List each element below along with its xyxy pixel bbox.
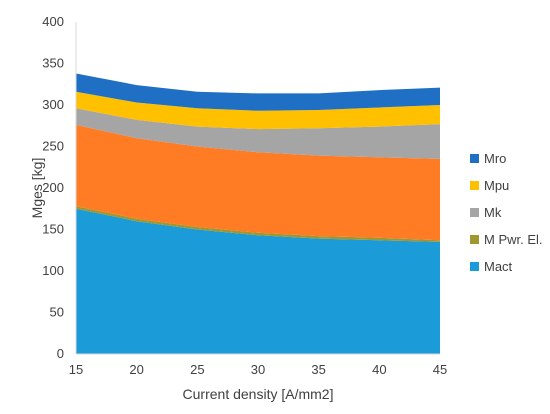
x-tick-label: 35 — [311, 362, 325, 377]
legend-swatch — [470, 181, 479, 190]
axes-group — [75, 22, 440, 355]
legend-swatch — [470, 262, 479, 271]
area-mro — [76, 91, 440, 130]
legend-label: Mpu — [484, 178, 509, 193]
y-tick-label: 50 — [50, 305, 64, 320]
y-tick-label: 150 — [42, 222, 64, 237]
y-tick-label: 100 — [42, 263, 64, 278]
legend-label: M Pwr. El. — [484, 232, 543, 247]
y-tick-label: 250 — [42, 139, 64, 154]
y-tick-label: 350 — [42, 56, 64, 71]
legend-swatch — [470, 154, 479, 163]
y-tick-label: 0 — [57, 346, 64, 361]
tick-labels-group: 15 20 25 30 35 40 45 0 50 100 150 200 250 300 350 400 — [42, 14, 447, 377]
legend-label: Mk — [484, 205, 502, 220]
legend-swatch — [470, 235, 479, 244]
x-axis-title: Current density [A/mm2] — [183, 386, 334, 402]
x-tick-label: 45 — [433, 362, 447, 377]
legend: Mro Mpu Mk M Pwr. El. Mact — [470, 151, 543, 274]
area-mro-top — [76, 73, 440, 111]
area-mk — [76, 124, 440, 241]
y-axis-title: Mges [kg] — [29, 158, 45, 219]
x-tick-label: 15 — [69, 362, 83, 377]
area-mact — [76, 208, 440, 354]
area-m-pwr-el- — [76, 206, 440, 242]
x-tick-label: 20 — [129, 362, 143, 377]
area-mpu — [76, 108, 440, 159]
x-tick-label: 30 — [251, 362, 265, 377]
y-tick-label: 200 — [42, 180, 64, 195]
x-tick-label: 25 — [190, 362, 204, 377]
y-tick-label: 300 — [42, 97, 64, 112]
area-series-group — [76, 73, 440, 354]
x-tick-label: 40 — [372, 362, 386, 377]
legend-swatch — [470, 208, 479, 217]
legend-label: Mro — [484, 151, 506, 166]
legend-label: Mact — [484, 259, 513, 274]
y-tick-label: 400 — [42, 14, 64, 29]
